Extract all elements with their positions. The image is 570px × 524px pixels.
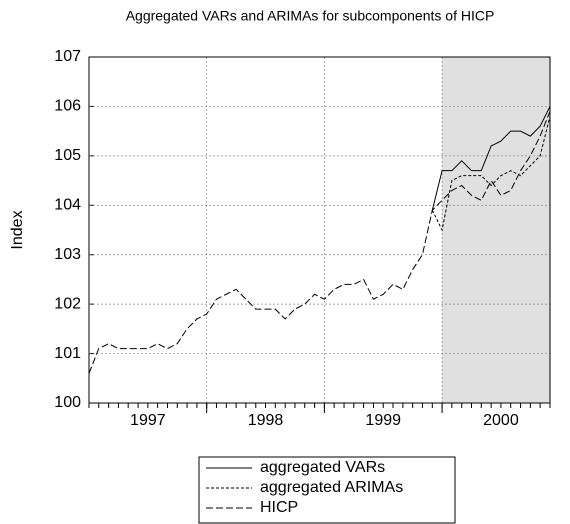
x-tick-label: 2000 — [483, 412, 519, 429]
x-tick-label: 1999 — [365, 412, 401, 429]
y-tick-label: 102 — [54, 295, 81, 312]
legend-label: HICP — [260, 499, 298, 516]
y-tick-label: 100 — [54, 394, 81, 411]
y-tick-label: 103 — [54, 246, 81, 263]
x-tick-label: 1997 — [130, 412, 166, 429]
legend-label: aggregated VARs — [260, 459, 385, 476]
plot-frame — [88, 56, 551, 404]
y-tick-label: 107 — [54, 48, 81, 65]
y-axis-label: Index — [9, 210, 26, 249]
y-tick-label: 101 — [54, 345, 81, 362]
legend-label: aggregated ARIMAs — [260, 479, 403, 496]
y-tick-label: 105 — [54, 147, 81, 164]
series-line — [431, 116, 551, 232]
chart-title: Aggregated VARs and ARIMAs for subcompon… — [126, 8, 495, 24]
y-tick-label: 106 — [54, 98, 81, 115]
x-tick-label: 1998 — [248, 412, 284, 429]
series-line — [431, 106, 551, 211]
shaded-region — [442, 57, 550, 403]
y-tick-label: 104 — [54, 197, 81, 214]
